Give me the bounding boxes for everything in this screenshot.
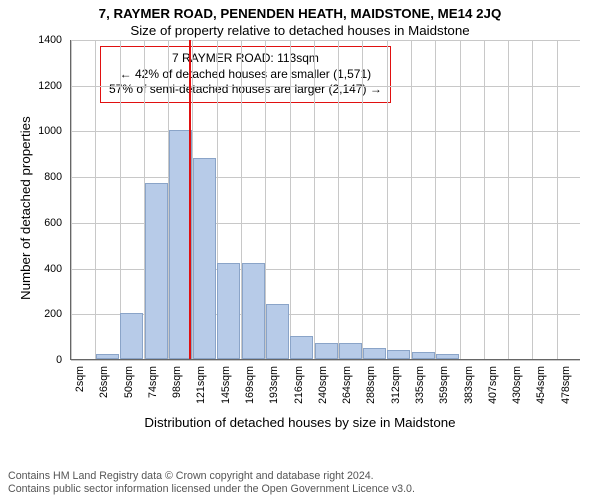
- gridline-v: [387, 40, 388, 359]
- gridline-v: [71, 40, 72, 359]
- footer-line2: Contains public sector information licen…: [8, 483, 592, 496]
- footer-attribution: Contains HM Land Registry data © Crown c…: [8, 470, 592, 496]
- x-tick-label: 240sqm: [317, 366, 329, 410]
- histogram-bar: [242, 263, 265, 359]
- x-tick-label: 169sqm: [244, 366, 256, 410]
- gridline-v: [290, 40, 291, 359]
- y-tick-label: 0: [0, 354, 62, 366]
- histogram-bar: [290, 336, 313, 359]
- gridline-v: [338, 40, 339, 359]
- y-tick-label: 600: [0, 217, 62, 229]
- gridline-v: [532, 40, 533, 359]
- plot-area: [70, 40, 580, 360]
- x-tick-label: 74sqm: [147, 366, 159, 410]
- x-tick-label: 264sqm: [341, 366, 353, 410]
- gridline-v: [362, 40, 363, 359]
- x-tick-label: 216sqm: [293, 366, 305, 410]
- x-tick-label: 26sqm: [98, 366, 110, 410]
- gridline-h: [71, 40, 580, 41]
- histogram-bar: [145, 183, 168, 359]
- x-tick-label: 193sqm: [268, 366, 280, 410]
- gridline-v: [508, 40, 509, 359]
- histogram-bar: [96, 354, 119, 359]
- x-tick-label: 478sqm: [560, 366, 572, 410]
- x-tick-label: 98sqm: [171, 366, 183, 410]
- gridline-v: [460, 40, 461, 359]
- x-axis-label: Distribution of detached houses by size …: [0, 415, 600, 430]
- histogram-bar: [120, 313, 143, 359]
- x-tick-label: 121sqm: [195, 366, 207, 410]
- x-tick-label: 2sqm: [74, 366, 86, 410]
- x-tick-label: 288sqm: [365, 366, 377, 410]
- y-tick-label: 1200: [0, 80, 62, 92]
- histogram-bar: [363, 348, 386, 359]
- gridline-v: [435, 40, 436, 359]
- chart-area: Number of detached properties Distributi…: [0, 0, 600, 500]
- x-tick-label: 335sqm: [414, 366, 426, 410]
- x-tick-label: 430sqm: [511, 366, 523, 410]
- gridline-v: [411, 40, 412, 359]
- x-tick-label: 50sqm: [123, 366, 135, 410]
- gridline-v: [314, 40, 315, 359]
- y-tick-label: 200: [0, 308, 62, 320]
- gridline-v: [95, 40, 96, 359]
- property-marker-line: [189, 40, 191, 359]
- x-tick-label: 359sqm: [438, 366, 450, 410]
- histogram-bar: [412, 352, 435, 359]
- histogram-bar: [193, 158, 216, 359]
- gridline-v: [120, 40, 121, 359]
- histogram-bar: [315, 343, 338, 359]
- gridline-h: [71, 360, 580, 361]
- x-tick-label: 407sqm: [487, 366, 499, 410]
- x-tick-label: 454sqm: [535, 366, 547, 410]
- gridline-v: [484, 40, 485, 359]
- gridline-h: [71, 131, 580, 132]
- gridline-v: [557, 40, 558, 359]
- histogram-bar: [387, 350, 410, 359]
- y-tick-label: 400: [0, 263, 62, 275]
- gridline-h: [71, 177, 580, 178]
- histogram-bar: [436, 354, 459, 359]
- x-tick-label: 312sqm: [390, 366, 402, 410]
- histogram-bar: [339, 343, 362, 359]
- x-tick-label: 383sqm: [463, 366, 475, 410]
- histogram-bar: [217, 263, 240, 359]
- y-tick-label: 1400: [0, 34, 62, 46]
- y-tick-label: 1000: [0, 125, 62, 137]
- gridline-h: [71, 86, 580, 87]
- y-tick-label: 800: [0, 171, 62, 183]
- x-tick-label: 145sqm: [220, 366, 232, 410]
- histogram-bar: [266, 304, 289, 359]
- footer-line1: Contains HM Land Registry data © Crown c…: [8, 470, 592, 483]
